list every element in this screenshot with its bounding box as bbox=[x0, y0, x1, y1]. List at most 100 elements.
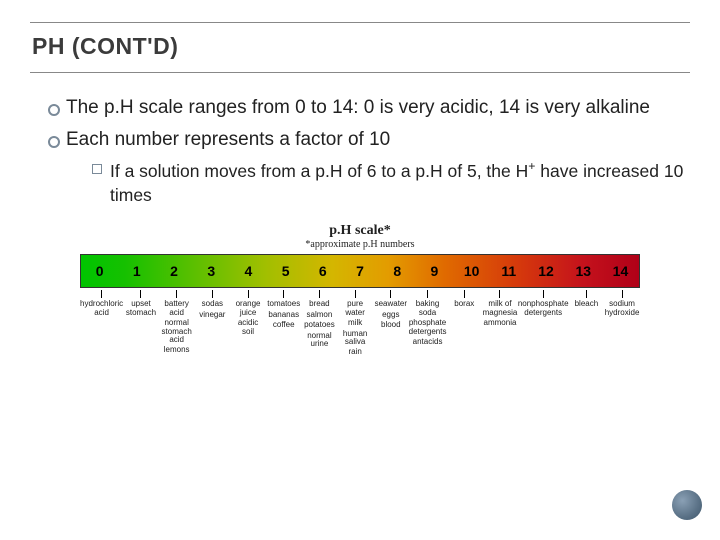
tick bbox=[319, 290, 320, 298]
tick bbox=[543, 290, 544, 298]
ph-label: human saliva bbox=[343, 330, 367, 347]
ph-label: borax bbox=[454, 300, 474, 308]
ph-cell-14: 14 bbox=[602, 255, 639, 287]
chart-title: p.H scale* bbox=[80, 223, 640, 239]
tick bbox=[283, 290, 284, 298]
ph-cell-5: 5 bbox=[267, 255, 304, 287]
ph-label: upset stomach bbox=[126, 300, 156, 317]
tick bbox=[499, 290, 500, 298]
ph-cell-8: 8 bbox=[379, 255, 416, 287]
label-items: hydrochloric acid bbox=[80, 300, 123, 317]
ph-label: coffee bbox=[273, 321, 295, 329]
ph-label: seawater bbox=[375, 300, 407, 308]
ph-cell-0: 0 bbox=[81, 255, 118, 287]
ph-label-col-9: baking sodaphosphate detergentsantacids bbox=[409, 288, 447, 402]
sub-1: If a solution moves from a p.H of 6 to a… bbox=[92, 158, 686, 207]
ph-label: bread bbox=[309, 300, 329, 308]
label-items: seawater eggs blood bbox=[375, 300, 407, 329]
ph-label: vinegar bbox=[199, 311, 225, 319]
ph-label-col-8: seawater eggs blood bbox=[373, 288, 409, 402]
ph-label-col-10: borax bbox=[446, 288, 482, 402]
ph-cell-2: 2 bbox=[155, 255, 192, 287]
sub-1-pre: If a solution moves from a p.H of 6 to a… bbox=[110, 161, 528, 181]
ph-label: blood bbox=[381, 321, 401, 329]
ph-label: bleach bbox=[575, 300, 599, 308]
ph-cell-3: 3 bbox=[193, 255, 230, 287]
tick bbox=[140, 290, 141, 298]
ph-label: phosphate detergents bbox=[409, 319, 447, 336]
ph-label-col-11: milk of magnesia ammonia bbox=[482, 288, 518, 402]
label-items: bleach bbox=[575, 300, 599, 308]
ph-label: antacids bbox=[413, 338, 443, 346]
tick bbox=[622, 290, 623, 298]
label-items: sodium hydroxide bbox=[605, 300, 640, 317]
tick bbox=[248, 290, 249, 298]
ph-label: potatoes bbox=[304, 321, 335, 329]
ph-cell-9: 9 bbox=[416, 255, 453, 287]
ph-label: tomatoes bbox=[267, 300, 300, 308]
ph-cell-7: 7 bbox=[341, 255, 378, 287]
bullet-list: The p.H scale ranges from 0 to 14: 0 is … bbox=[30, 79, 690, 207]
ph-label: ammonia bbox=[484, 319, 517, 327]
corner-decoration bbox=[672, 490, 702, 520]
ph-label: bananas bbox=[268, 311, 299, 319]
ph-label: eggs bbox=[382, 311, 399, 319]
ph-band: 01234567891011121314 bbox=[80, 254, 640, 288]
ph-chart: p.H scale* *approximate p.H numbers 0123… bbox=[80, 223, 640, 402]
ph-label-col-1: upset stomach bbox=[123, 288, 159, 402]
tick bbox=[464, 290, 465, 298]
tick bbox=[212, 290, 213, 298]
bullet-2: Each number represents a factor of 10 If… bbox=[48, 127, 686, 208]
bullet-2-text: Each number represents a factor of 10 bbox=[66, 129, 390, 150]
ph-cell-1: 1 bbox=[118, 255, 155, 287]
bullet-1: The p.H scale ranges from 0 to 14: 0 is … bbox=[48, 95, 686, 121]
label-items: battery acidnormal stomach acidlemons bbox=[162, 300, 192, 354]
top-rule bbox=[30, 22, 690, 23]
ph-label-col-13: bleach bbox=[569, 288, 605, 402]
ph-label: sodium hydroxide bbox=[605, 300, 640, 317]
tick bbox=[586, 290, 587, 298]
ph-label-col-6: bread salmon potatoes normal urine bbox=[302, 288, 338, 402]
ph-label-col-3: sodasvinegar bbox=[195, 288, 231, 402]
label-items: baking sodaphosphate detergentsantacids bbox=[409, 300, 447, 346]
ph-label: milk of magnesia bbox=[483, 300, 518, 317]
ph-label: normal urine bbox=[307, 332, 331, 349]
ph-label: hydrochloric acid bbox=[80, 300, 123, 317]
tick bbox=[101, 290, 102, 298]
ph-label: salmon bbox=[307, 311, 333, 319]
label-items: nonphosphate detergents bbox=[518, 300, 569, 317]
ph-label-col-14: sodium hydroxide bbox=[604, 288, 640, 402]
ph-label: lemons bbox=[164, 346, 190, 354]
label-items: milk of magnesia ammonia bbox=[483, 300, 518, 327]
ph-label-col-4: orange juice acidic soil bbox=[230, 288, 266, 402]
under-title-rule bbox=[30, 72, 690, 73]
ph-label: nonphosphate detergents bbox=[518, 300, 569, 317]
ph-label-col-7: pure watermilkhuman salivarain bbox=[337, 288, 373, 402]
ph-label: milk bbox=[348, 319, 362, 327]
label-items: sodasvinegar bbox=[199, 300, 225, 319]
label-items: bread salmon potatoes normal urine bbox=[304, 300, 335, 348]
label-items: tomatoes bananas coffee bbox=[267, 300, 300, 329]
ph-labels: hydrochloric acidupset stomach battery ac… bbox=[80, 288, 640, 402]
ph-label: orange juice bbox=[236, 300, 261, 317]
tick bbox=[355, 290, 356, 298]
label-items: upset stomach bbox=[126, 300, 156, 317]
sub-list: If a solution moves from a p.H of 6 to a… bbox=[66, 152, 686, 207]
ph-cell-10: 10 bbox=[453, 255, 490, 287]
label-items: orange juice acidic soil bbox=[236, 300, 261, 336]
ph-cell-4: 4 bbox=[230, 255, 267, 287]
ph-cell-13: 13 bbox=[565, 255, 602, 287]
ph-cell-12: 12 bbox=[527, 255, 564, 287]
label-items: pure watermilkhuman salivarain bbox=[343, 300, 367, 356]
ph-label-col-2: battery acidnormal stomach acidlemons bbox=[159, 288, 195, 402]
label-items: borax bbox=[454, 300, 474, 308]
ph-label-col-0: hydrochloric acid bbox=[80, 288, 123, 402]
ph-label-col-12: nonphosphate detergents bbox=[518, 288, 569, 402]
chart-subtitle: *approximate p.H numbers bbox=[80, 239, 640, 250]
ph-label: acidic soil bbox=[238, 319, 258, 336]
tick bbox=[427, 290, 428, 298]
ph-cell-6: 6 bbox=[304, 255, 341, 287]
tick bbox=[176, 290, 177, 298]
ph-cell-11: 11 bbox=[490, 255, 527, 287]
page-title: PH (CONT'D) bbox=[30, 29, 690, 66]
